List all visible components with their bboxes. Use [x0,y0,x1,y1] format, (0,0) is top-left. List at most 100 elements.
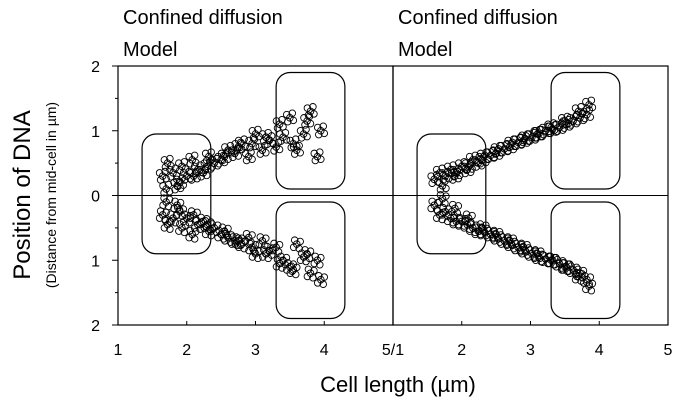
x-axis-label: Cell length (µm) [320,372,476,397]
panel-1-series-0-point [536,125,544,134]
panel-1-series-1-point [467,218,475,227]
panel-0-series-0-point [223,148,231,156]
panel-0-series-1-point [250,248,259,256]
panel-1-series-0-point [518,131,526,140]
panel-0-series-0-point [179,181,188,189]
panel-0-series-0-point [262,149,270,157]
panel-1-series-0-point [578,110,586,118]
panel-1-series-1-point [563,267,572,276]
panel-0-series-0-point [242,156,251,165]
panel-0-series-1-point [248,231,256,239]
panel-0-series-1-point [242,229,251,238]
panel-1-series-0-point [522,132,530,140]
panel-1-region-box-1 [550,71,621,190]
panel-0-series-0-point [237,145,246,154]
panel-0-series-1-point [301,246,309,254]
panel-0-series-0-point [289,116,298,125]
panel-0-series-1-point [273,255,282,264]
panel-0-series-0-point [313,123,322,132]
panel-1-series-0-point [468,165,476,173]
panel-0-series-0-point [310,110,318,118]
panel-0-series-1-point [179,217,188,226]
panel-1-series-0-point [550,126,559,134]
panel-0-series-0-point [302,125,310,134]
panel-1-series-0-point [586,113,595,121]
panel-1-series-0-point [531,134,540,142]
panel-0-series-1-point [196,225,204,233]
panel-0-series-0-point [250,135,259,143]
panel-1-series-1-point [536,254,544,263]
panel-0-series-0-point [164,180,173,189]
y-tick-label: 0 [91,189,100,206]
panel-0-series-1-point [236,241,245,250]
panel-0-series-1-point [228,240,236,248]
panel-0-series-0-point [310,149,319,158]
panel-1-series-0-point [435,178,444,187]
panel-1-series-0-point [449,176,457,184]
panel-0-series-1-point [320,273,329,281]
panel-0-series-1-point [207,218,215,226]
panel-1-series-0-point [503,139,511,148]
panel-0-series-1-point [185,218,193,227]
panel-0-series-1-point [279,257,287,265]
panel-1-series-1-point [504,233,512,241]
panel-0-series-1-point [264,254,272,263]
panel-0-series-1-point [275,240,284,249]
panel-1-series-0-point [490,153,498,162]
panel-1-series-0-point [560,124,568,132]
panel-0-series-0-point [224,155,232,163]
panel-0-series-1-point [289,243,298,252]
panel-0-series-0-point [227,149,236,157]
x-tick-label: 2 [182,342,191,359]
panel-0-series-1-point [306,247,315,255]
panel-0-series-0-point [191,158,200,167]
panel-0-series-0-point [311,156,320,165]
panel-0-series-1-point [231,240,239,248]
panel-0-series-0-point [226,141,235,150]
panel-1-series-1-point [428,197,436,206]
panel-1-series-1-point [582,285,590,294]
panel-1-series-0-point [481,151,489,160]
panel-1-series-0-point [460,162,468,171]
panel-0-series-0-point [229,153,237,162]
panel-0-series-1-point [167,218,175,226]
panel-1-series-0-point [439,176,447,184]
panel-0-series-1-point [171,197,179,206]
panel-0-series-0-point [166,165,174,174]
panel-0-series-0-point [185,152,193,161]
panel-1-series-0-point [582,97,590,106]
panel-0-series-1-point [224,224,232,233]
panel-1-series-0-point [523,139,531,147]
panel-0-series-1-point [227,231,236,239]
panel-0-series-0-point [279,123,287,131]
panel-0-series-0-point [218,156,227,165]
panel-1-series-1-point [572,263,581,272]
panel-0-series-1-point [200,224,209,232]
panel-1-series-1-point [503,240,511,248]
panel-1-series-0-point [436,185,445,194]
panel-1-series-1-point [454,220,463,229]
panel-0-series-0-point [249,134,258,142]
panel-1-series-1-point [586,273,595,281]
panel-1-series-0-point [471,151,479,160]
panel-0-series-1-point [179,205,188,213]
panel-0-series-1-point [171,218,180,227]
panel-0-series-1-point [247,238,255,246]
panel-1-series-0-point [442,184,450,193]
panel-1-series-0-point [462,166,471,174]
panel-0-series-1-point [192,215,200,224]
x-tick-label: 4 [320,342,329,359]
panel-0-series-1-point [290,236,299,244]
panel-1-series-0-point [461,159,470,167]
panel-1-series-1-point [588,279,597,288]
panel-1-series-0-point [559,126,567,134]
panel-0-series-0-point [248,126,257,135]
panel-1-series-1-point [508,241,517,250]
panel-0-series-0-point [206,158,214,166]
panel-1-series-0-point [432,165,441,174]
panel-1-series-0-point [454,174,463,183]
panel-1-series-1-point [522,248,530,256]
panel-1-series-1-point [454,202,463,210]
